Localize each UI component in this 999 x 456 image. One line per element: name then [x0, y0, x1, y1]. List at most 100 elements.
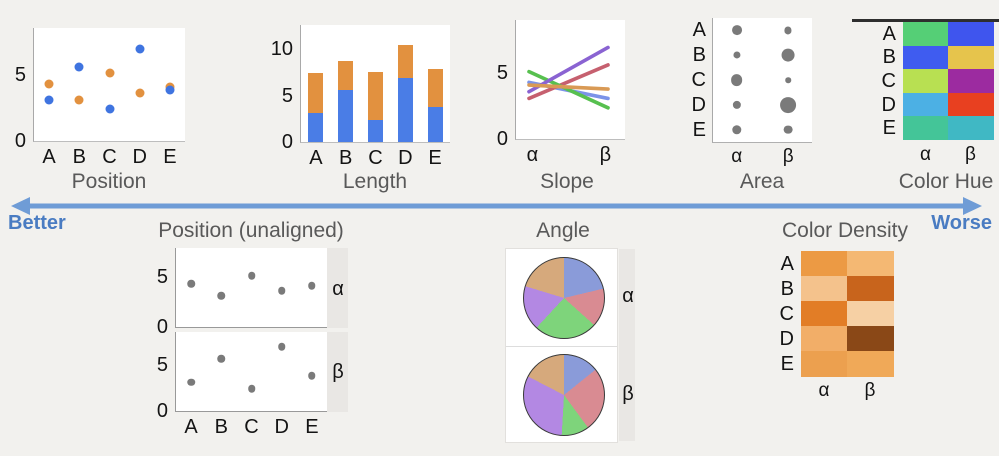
better-label: Better: [8, 212, 66, 234]
bar-segment: [397, 77, 413, 142]
data-point: [247, 271, 256, 280]
col-label: α: [731, 146, 743, 167]
area-dot: [780, 96, 797, 113]
heatmap-cell: [801, 326, 848, 352]
heatmap-cell: [847, 276, 894, 302]
row-label: A: [692, 19, 706, 42]
pie-beta-facet-label: β: [622, 383, 634, 405]
heatmap-cell: [948, 92, 994, 117]
y-tick-label: 5: [281, 84, 293, 107]
alpha-facet-strip: [327, 248, 348, 328]
length-chart-plot: 0 5 10 A B C D E: [271, 25, 450, 169]
data-point: [74, 95, 84, 105]
x-category-label: α: [526, 144, 539, 166]
col-label: β: [864, 380, 876, 401]
length-chart-title: Length: [342, 170, 408, 193]
angle-chart-title: Angle: [536, 219, 590, 242]
bar-segment: [308, 73, 324, 114]
slope-chart-plot: 0 5 α β: [497, 20, 625, 166]
area-dot: [733, 51, 741, 59]
data-point: [277, 287, 286, 295]
row-label: D: [779, 327, 794, 350]
top-edge-line: [852, 19, 999, 22]
heatmap-cell: [903, 69, 949, 94]
x-category-label: C: [244, 416, 259, 438]
heatmap-cell: [948, 116, 994, 141]
slope-line-E: [527, 83, 610, 91]
x-category-label: A: [184, 416, 198, 438]
alpha-pie-chart: [523, 257, 605, 339]
x-category-label: E: [305, 416, 319, 438]
x-category-label: D: [274, 416, 289, 438]
alpha-facet-label: α: [332, 278, 344, 300]
row-label: D: [691, 93, 706, 116]
y-tick-label: 0: [281, 131, 293, 153]
area-chart-title: Area: [739, 170, 785, 193]
data-point: [105, 104, 114, 114]
col-label: β: [782, 146, 794, 167]
data-point: [217, 355, 226, 363]
angle-chart-panel: [505, 248, 618, 443]
area-dot: [783, 125, 793, 134]
worse-label: Worse: [931, 212, 992, 234]
x-category-label: β: [599, 144, 612, 166]
data-point: [187, 378, 195, 386]
y-tick-label: 0: [156, 400, 168, 422]
heatmap-cell: [903, 92, 949, 117]
heatmap-cell: [847, 301, 894, 327]
area-dot: [785, 77, 791, 83]
row-label: B: [780, 277, 794, 300]
heatmap-cell: [903, 22, 949, 47]
position-unaligned-chart-title: Position (unaligned): [158, 219, 344, 242]
heatmap-cell: [948, 45, 994, 70]
heatmap-cell: [903, 116, 949, 141]
col-label: α: [920, 144, 931, 165]
heatmap-cell: [801, 276, 848, 302]
heatmap-cell: [948, 69, 994, 94]
x-category-label: D: [132, 146, 147, 168]
heatmap-cell: [903, 45, 949, 70]
data-point: [247, 384, 256, 393]
heatmap-cell: [801, 251, 848, 277]
heatmap-cell: [801, 301, 848, 327]
data-point: [165, 85, 175, 95]
row-label: B: [882, 46, 896, 69]
row-label: A: [780, 252, 794, 275]
row-label: A: [882, 22, 896, 45]
area-dot: [730, 74, 743, 86]
area-dot: [731, 25, 742, 36]
pie-facet-strip: [619, 249, 635, 441]
heatmap-cell: [801, 351, 848, 377]
y-tick-label: 0: [14, 130, 26, 152]
x-category-label: D: [398, 147, 413, 169]
area-dot: [732, 100, 741, 109]
x-category-label: A: [42, 146, 56, 168]
bar-segment: [427, 106, 443, 142]
arrow-left-head: [11, 197, 30, 215]
data-point: [217, 292, 226, 300]
y-tick-label: 5: [156, 265, 168, 288]
data-point: [44, 79, 54, 89]
row-label: E: [780, 352, 794, 375]
y-tick-label: 5: [496, 61, 508, 84]
arrow-right-head: [963, 197, 982, 215]
color-hue-chart-title: Color Hue: [898, 170, 994, 193]
y-tick-label: 0: [496, 128, 508, 150]
slope-line-B: [527, 63, 610, 101]
x-category-label: B: [72, 146, 86, 168]
x-category-label: C: [368, 147, 383, 169]
data-point: [135, 88, 145, 98]
row-label: D: [881, 93, 896, 116]
slope-line-C: [527, 69, 610, 110]
position-chart-title: Position: [71, 170, 147, 193]
beta-pie-chart: [523, 354, 605, 436]
row-label: C: [691, 69, 706, 91]
x-category-label: E: [428, 147, 442, 169]
